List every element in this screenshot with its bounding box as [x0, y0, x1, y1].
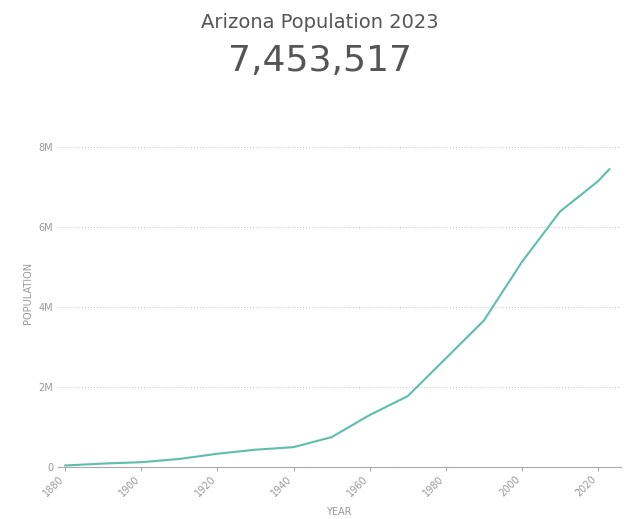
- Text: 7,453,517: 7,453,517: [228, 44, 412, 78]
- X-axis label: YEAR: YEAR: [326, 507, 352, 517]
- Text: Arizona Population 2023: Arizona Population 2023: [201, 13, 439, 32]
- Y-axis label: POPULATION: POPULATION: [23, 262, 33, 324]
